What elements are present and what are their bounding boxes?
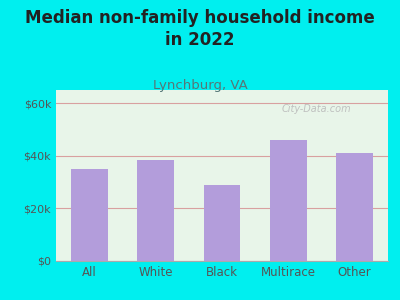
Text: Lynchburg, VA: Lynchburg, VA bbox=[153, 80, 247, 92]
Bar bbox=[336, 153, 373, 261]
Bar bbox=[270, 140, 306, 261]
Bar bbox=[138, 160, 174, 261]
Bar bbox=[204, 185, 240, 261]
Bar bbox=[71, 169, 108, 261]
Text: City-Data.com: City-Data.com bbox=[282, 104, 351, 114]
Text: Median non-family household income
in 2022: Median non-family household income in 20… bbox=[25, 9, 375, 49]
